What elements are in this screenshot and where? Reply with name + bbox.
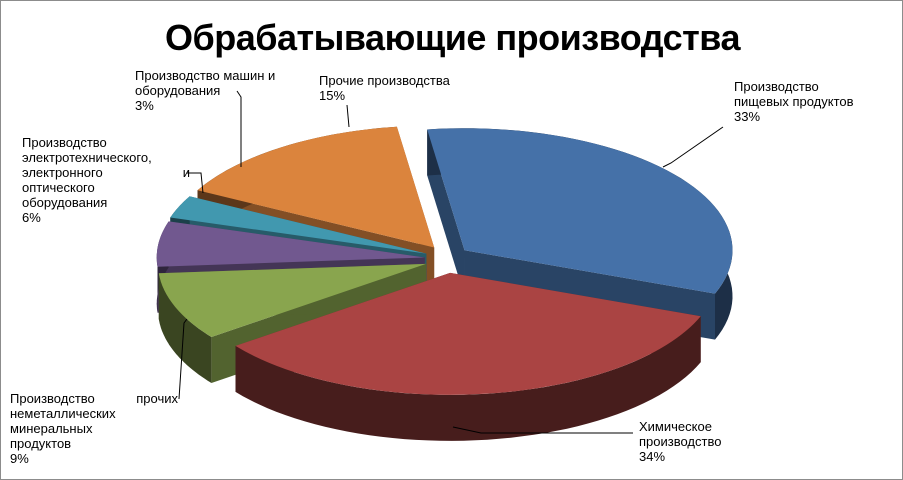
label-other: Прочие производства 15% <box>319 73 450 103</box>
leader-chemical <box>452 426 633 434</box>
label-machinery: Производство машин и оборудования 3% <box>135 68 276 113</box>
label-electronics: Производство электротехнического, электр… <box>22 135 190 225</box>
pie-slice-top-2 <box>158 263 427 337</box>
leader-nonmetallic <box>178 318 188 400</box>
chart-title: Обрабатывающие производства <box>165 17 740 58</box>
pie-slice-top-4 <box>170 196 427 254</box>
label-chemical: Химическое производство 34% <box>639 419 722 464</box>
leader-electronics <box>187 172 204 194</box>
pie-slice-top-1 <box>235 272 701 395</box>
pie-slice-top-0 <box>427 128 733 294</box>
pie-slice-top-3 <box>156 221 425 267</box>
label-nonmetallic: Производство прочих неметаллических мине… <box>10 391 178 466</box>
leader-other <box>346 104 350 128</box>
leader-food <box>662 126 724 168</box>
leader-machinery <box>236 90 242 167</box>
pie-tops <box>156 126 733 395</box>
pie-slice-side <box>235 316 701 441</box>
pie-slice-side <box>158 273 212 383</box>
pie-slice-top-5 <box>197 126 435 248</box>
label-food: Производство пищевых продуктов 33% <box>734 79 854 124</box>
